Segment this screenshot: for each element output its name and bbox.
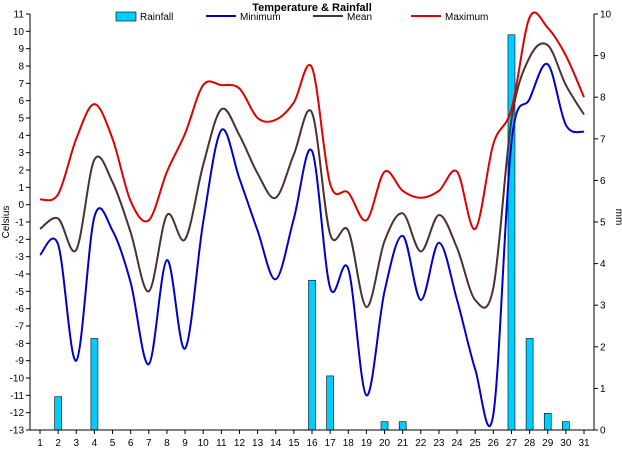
y-tick-label: -3 [15,252,24,263]
x-tick-label: 10 [198,438,210,449]
x-tick-label: 31 [578,438,590,449]
y2-tick-label: 7 [600,134,606,145]
x-tick-label: 24 [452,438,464,449]
y-tick-label: -5 [15,287,24,298]
x-tick-label: 2 [55,438,61,449]
y-tick-label: -9 [15,356,24,367]
mean-line [39,42,585,309]
x-tick-label: 26 [488,438,500,449]
x-tick-label: 29 [542,438,554,449]
legend-rainfall-label: Rainfall [140,12,173,23]
legend-mean-label: Mean [347,12,372,23]
x-tick-label: 22 [415,438,427,449]
y-tick-label: 1 [18,183,24,194]
y-tick-label: 6 [18,96,24,107]
y-tick-label: 0 [18,200,24,211]
y-tick-label: -8 [15,339,24,350]
y2-tick-label: 6 [600,176,606,187]
maximum-line [39,11,585,230]
legend: Rainfall Minimum Mean Maximum [115,11,488,23]
x-tick-label: 11 [216,438,227,449]
x-tick-label: 16 [306,438,318,449]
x-tick-label: 1 [37,438,43,449]
rainfall-bar [326,375,334,431]
y-tick-label: -7 [15,322,24,333]
y-tick-label: 10 [13,27,25,38]
x-tick-label: 30 [560,438,572,449]
x-tick-label: 9 [182,438,188,449]
y-tick-label: 4 [18,131,24,142]
x-tick-label: 17 [325,438,337,449]
x-tick-label: 13 [252,438,264,449]
x-tick-label: 4 [92,438,98,449]
y2-tick-label: 9 [600,51,606,62]
y2-tick-label: 0 [600,426,606,437]
rainfall-bar [543,413,552,431]
y-tick-label: -4 [15,270,24,281]
y-tick-label: 2 [18,166,24,177]
x-tick-label: 8 [164,438,170,449]
rainfall-bar [380,421,389,431]
y-tick-label: 7 [18,79,24,90]
y2-tick-label: 2 [600,342,606,353]
x-tick-label: 7 [146,438,152,449]
y-tick-label: 9 [18,44,24,55]
temperature-lines [39,11,585,428]
x-tick-label: 27 [506,438,518,449]
x-tick-label: 25 [470,438,482,449]
rainfall-bar [525,338,534,431]
x-tick-label: 18 [343,438,355,449]
y2-tick-label: 8 [600,93,606,104]
x-tick-label: 6 [128,438,134,449]
y-tick-label: -1 [15,218,24,229]
rainfall-bar [562,421,570,431]
y2-axis-label: mm [613,209,622,226]
rainfall-bar [398,421,407,431]
chart-title: Temperature & Rainfall [252,2,372,14]
y-tick-label: 3 [18,148,24,159]
y-tick-label: -13 [10,426,25,437]
y2-tick-label: 4 [600,259,606,270]
x-tick-label: 23 [433,438,445,449]
y-axis-label: Celsius [1,206,12,239]
minimum-line [39,62,585,428]
x-tick-label: 12 [234,438,246,449]
legend-maximum-label: Maximum [445,12,488,23]
y2-tick-label: 10 [600,10,612,21]
y-tick-label: 8 [18,62,24,73]
y-tick-label: 11 [14,10,25,21]
y-tick-label: -2 [15,235,24,246]
x-tick-label: 19 [361,438,373,449]
x-tick-label: 21 [397,438,409,449]
x-tick-label: 15 [288,438,300,449]
x-axis-ticks: 1 2 3 4 5 6 7 8 9 10 11 12 13 14 15 16 17 18 19 20 21 22 23 24 2… [37,430,590,449]
y-tick-label: -12 [10,408,25,419]
y2-tick-label: 3 [600,301,606,312]
legend-rainfall-swatch [115,11,137,22]
y2-tick-label: 5 [600,218,606,229]
rainfall-bar [308,279,316,431]
y-tick-label: -6 [15,304,24,315]
rainfall-bars [54,34,570,431]
rainfall-bar [54,396,62,431]
y2-tick-label: 1 [600,384,606,395]
x-tick-label: 3 [73,438,79,449]
rainfall-bar [90,338,99,431]
x-tick-label: 14 [270,438,282,449]
y2-axis-ticks: 0 1 2 3 4 5 6 7 8 9 10 [594,10,612,437]
x-tick-label: 28 [524,438,536,449]
y-tick-label: 5 [18,114,24,125]
y-axis-ticks: -13-12-11-10-9-8-7-6-5-4-3-2-10123456789… [10,10,30,437]
y-tick-label: -11 [10,391,24,402]
x-tick-label: 5 [110,438,116,449]
legend-minimum-label: Minimum [240,12,281,23]
y-tick-label: -10 [10,374,25,385]
x-tick-label: 20 [379,438,391,449]
